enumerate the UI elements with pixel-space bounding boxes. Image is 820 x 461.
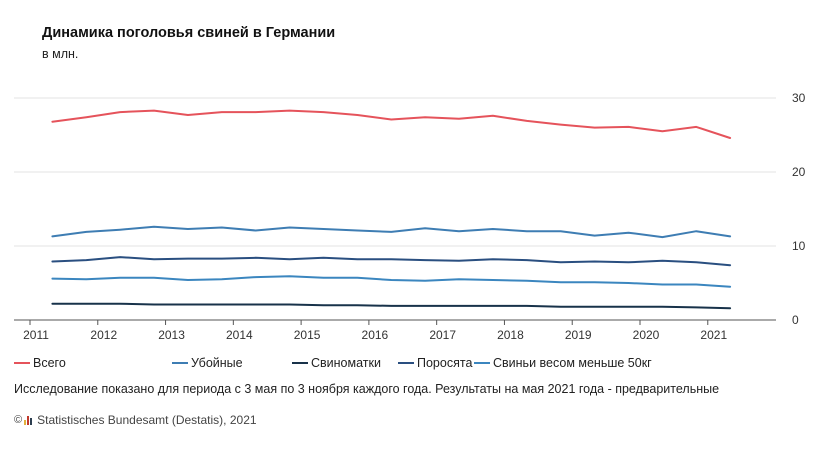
legend-label: Свиноматки (311, 356, 381, 370)
x-tick-label: 2011 (23, 328, 49, 342)
x-tick-label: 2013 (158, 328, 185, 342)
legend-swatch (14, 362, 30, 364)
x-tick-label: 2020 (633, 328, 660, 342)
y-tick-label: 20 (792, 165, 806, 179)
series-line (51, 109, 732, 139)
series-line (51, 302, 732, 310)
series-line (51, 225, 732, 239)
legend-item-slaughter: Убойные (172, 356, 243, 370)
chart-title: Динамика поголовья свиней в Германии (42, 25, 336, 41)
series-line (51, 256, 732, 267)
legend-swatch (474, 362, 490, 364)
legend-label: Свиньи весом меньше 50кг (493, 356, 652, 370)
legend-item-piglets: Поросята (398, 356, 472, 370)
legend: Всего Убойные Свиноматки Поросята Свиньи… (14, 356, 814, 372)
series-line (51, 275, 732, 288)
gridlines (14, 97, 776, 247)
legend-item-sows: Свиноматки (292, 356, 381, 370)
legend-label: Всего (33, 356, 66, 370)
x-tick-label: 2016 (362, 328, 389, 342)
legend-item-young-pigs: Свиньи весом меньше 50кг (474, 356, 652, 370)
legend-item-total: Всего (14, 356, 66, 370)
source-text: Statistisches Bundesamt (Destatis), 2021 (37, 413, 257, 427)
destatis-logo-icon (24, 415, 33, 425)
y-tick-label: 10 (792, 239, 806, 253)
y-tick-label: 30 (792, 91, 806, 105)
legend-swatch (172, 362, 188, 364)
x-tick-label: 2019 (565, 328, 592, 342)
axes: 0 10 20 30 2011 2012 2013 2014 2015 2016 2017 2018 2… (14, 91, 806, 342)
x-tick-label: 2015 (294, 328, 321, 342)
legend-swatch (292, 362, 308, 364)
series-lines (51, 109, 732, 310)
x-tick-label: 2021 (700, 328, 727, 342)
x-tick-label: 2012 (90, 328, 117, 342)
source-line[interactable]: © Statistisches Bundesamt (Destatis), 20… (14, 413, 257, 427)
legend-label: Поросята (417, 356, 473, 370)
footnote: Исследование показано для периода с 3 ма… (14, 382, 720, 396)
x-tick-label: 2014 (226, 328, 253, 342)
legend-label: Убойные (191, 356, 243, 370)
chart-subtitle: в млн. (42, 47, 79, 61)
copyright-icon: © (14, 414, 23, 426)
x-tick-label: 2018 (497, 328, 524, 342)
legend-swatch (398, 362, 414, 364)
x-tick-label: 2017 (429, 328, 456, 342)
y-tick-label: 0 (792, 313, 799, 327)
